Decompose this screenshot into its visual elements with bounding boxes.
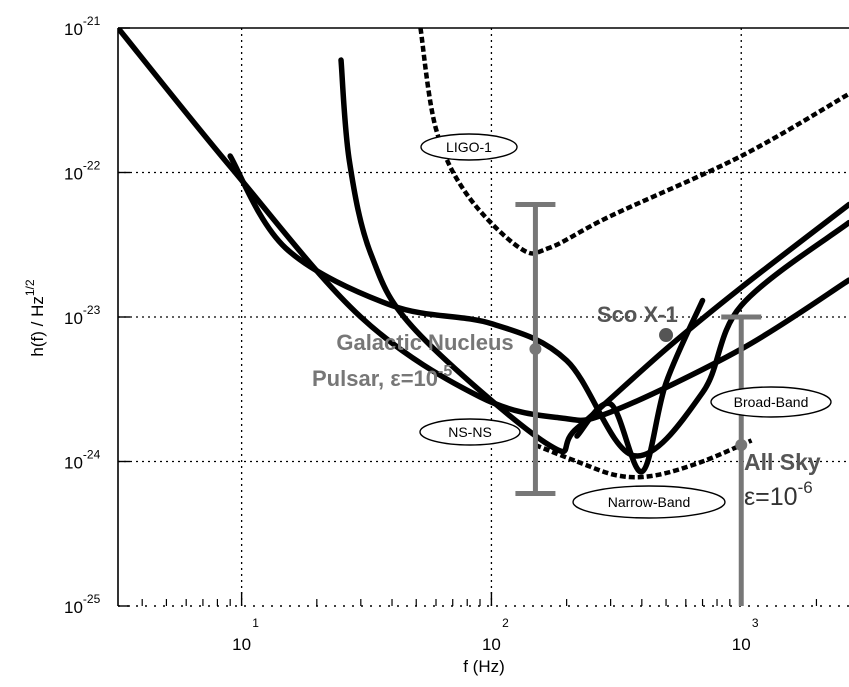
y-tick-label-4: 10-25 <box>64 592 101 617</box>
y-axis-label: h(f) / Hz1/2 <box>23 279 47 356</box>
curves <box>118 28 849 480</box>
range-galactic-nucleus-pulsar-marker <box>529 343 542 356</box>
series-3 <box>227 153 849 459</box>
x-axis-label: f (Hz) <box>463 657 505 676</box>
series-5 <box>574 297 706 475</box>
x-tick-exp-0: 1 <box>252 616 259 630</box>
series-narrow-band <box>534 438 753 480</box>
x-tick-exp-2: 3 <box>752 616 759 630</box>
galactic-epsilon-exp: -5 <box>438 363 452 380</box>
nsns-label-text: NS-NS <box>448 424 492 440</box>
narrowband-label: Narrow-Band <box>572 485 726 519</box>
series-2 <box>338 57 849 455</box>
ligo1-label: LIGO-1 <box>420 133 518 161</box>
x-tick-label-2: 10 <box>732 635 751 654</box>
nsns-label: NS-NS <box>419 418 521 446</box>
x-tick-exp-1: 2 <box>502 616 509 630</box>
y-tick-label-0: 10-21 <box>64 14 101 39</box>
galactic-nucleus-label: Galactic Nucleus <box>336 330 513 355</box>
x-tick-label-0: 10 <box>232 635 251 654</box>
series-1 <box>118 28 849 424</box>
narrowband-label-text: Narrow-Band <box>608 494 690 510</box>
y-axis-label-main: h(f) / Hz <box>28 296 47 356</box>
ligo1-label-text: LIGO-1 <box>446 139 492 155</box>
allsky-label: All Sky <box>744 449 821 475</box>
broadband-label: Broad-Band <box>710 386 832 418</box>
y-tick-label-2: 10-23 <box>64 303 101 328</box>
allsky-epsilon-label: ε=10-6 <box>744 478 813 511</box>
series-ligo-1 <box>418 28 849 256</box>
point-sco-x-1 <box>659 328 674 343</box>
range-bars <box>515 202 762 606</box>
allsky-epsilon-text: ε=10 <box>744 483 798 511</box>
range-galactic-nucleus-pulsar <box>515 202 556 497</box>
x-tick-label-1: 10 <box>482 635 501 654</box>
galactic-pulsar-label: Pulsar, ε=10-5 <box>312 363 452 391</box>
y-tick-label-1: 10-22 <box>64 159 101 184</box>
galactic-pulsar-text: Pulsar, ε=10 <box>312 366 438 391</box>
scox1-label: Sco X-1 <box>597 302 678 327</box>
broadband-label-text: Broad-Band <box>734 394 809 410</box>
allsky-epsilon-exp: -6 <box>798 478 813 497</box>
range-all-sky <box>721 314 762 606</box>
svg-text:h(f) / Hz1/2: h(f) / Hz1/2 <box>23 279 47 356</box>
plot-frame <box>117 27 849 607</box>
range-all-sky-marker <box>735 439 748 452</box>
y-axis-label-sup: 1/2 <box>23 279 37 296</box>
y-tick-label-3: 10-24 <box>64 448 101 473</box>
